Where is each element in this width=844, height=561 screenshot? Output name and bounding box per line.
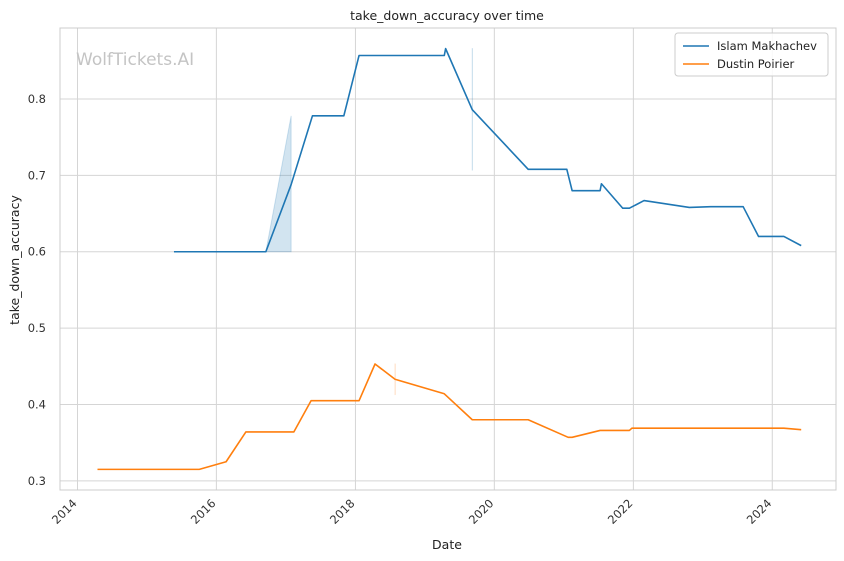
y-tick-label: 0.7 [28, 168, 46, 182]
watermark-text: WolfTickets.AI [76, 50, 194, 70]
y-axis-ticks: 0.3 0.4 0.5 0.6 0.7 0.8 [28, 92, 46, 488]
legend-label-dustin: Dustin Poirier [717, 57, 795, 71]
y-axis-label: take_down_accuracy [7, 195, 22, 325]
chart-title: take_down_accuracy over time [350, 8, 544, 23]
series-lines [97, 47, 802, 471]
y-tick-label: 0.3 [28, 474, 46, 488]
plot-frame [59, 27, 837, 491]
islam-makhachev-series-line [173, 47, 802, 253]
x-axis-label: Date [432, 537, 462, 552]
y-tick-label: 0.6 [28, 245, 46, 259]
dustin-poirier-series-line [97, 363, 802, 471]
legend-box [674, 32, 829, 77]
legend-label-islam: Islam Makhachev [717, 39, 817, 53]
grid-lines [60, 28, 836, 490]
y-tick-label: 0.4 [28, 397, 46, 411]
y-tick-label: 0.5 [28, 321, 46, 335]
legend: Islam Makhachev Dustin Poirier [674, 32, 829, 77]
y-tick-label: 0.8 [28, 92, 46, 106]
